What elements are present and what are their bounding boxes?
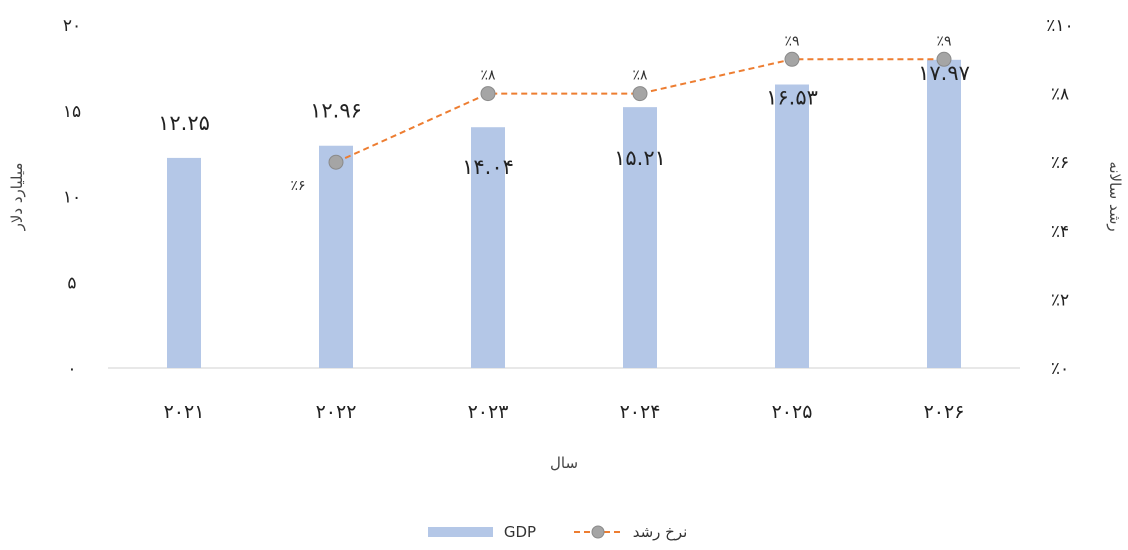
gdp-bar (775, 84, 809, 368)
gdp-bar (167, 157, 201, 368)
y-tick-label: ۵ (67, 273, 76, 293)
growth-label: ٪۸ (480, 68, 496, 84)
growth-line (335, 58, 944, 164)
x-tick-label: ۲۰۲۱ (164, 401, 205, 423)
y2-tick-label: ٪۶ (1051, 153, 1069, 173)
legend-growth-label: نرخ رشد (633, 523, 688, 541)
x-axis-title: سال (550, 454, 578, 472)
gdp-bar-label: ۱۲.۲۵ (158, 111, 210, 135)
gdp-bar-label: ۱۲.۹۶ (310, 99, 362, 123)
y2-tick-label: ٪۱۰ (1046, 16, 1073, 36)
x-tick-label: ۲۰۲۴ (620, 401, 661, 423)
gdp-bar (623, 107, 657, 368)
growth-label: ٪۹ (784, 33, 799, 49)
y2-tick-label: ٪۰ (1051, 359, 1069, 379)
gdp-bar (927, 59, 961, 368)
y2-tick-label: ٪۴ (1051, 222, 1069, 242)
growth-point (480, 86, 496, 102)
gdp-bar-label: ۱۴.۰۴ (462, 155, 514, 179)
y-tick-label: ۱۵ (63, 102, 81, 122)
y-tick-label: ۱۰ (63, 188, 81, 208)
growth-point (328, 154, 344, 170)
x-tick-label: ۲۰۲۵ (772, 401, 813, 423)
y2-axis-title: رشد سالانه (1106, 161, 1124, 231)
gdp-bar-label: ۱۵.۲۱ (614, 146, 666, 170)
x-tick-label: ۲۰۲۲ (316, 401, 357, 423)
y-tick-label: ۲۰ (63, 16, 81, 36)
growth-label: ٪۸ (632, 68, 648, 84)
y2-tick-label: ٪۲ (1051, 290, 1069, 310)
gdp-bar (319, 145, 353, 368)
y-axis-title: میلیارد دلار (8, 163, 26, 232)
growth-label: ٪۶ (290, 178, 305, 194)
y-tick-label: ۰ (67, 359, 76, 379)
growth-point (936, 51, 952, 67)
legend-gdp-swatch (428, 527, 493, 537)
x-tick-label: ۲۰۲۶ (924, 401, 965, 423)
growth-point (784, 51, 800, 67)
legend-gdp-label: GDP (504, 523, 536, 541)
gdp-bar-label: ۱۶.۵۳ (766, 86, 818, 110)
growth-label: ٪۹ (936, 33, 951, 49)
growth-point (632, 86, 648, 102)
legend-growth-marker (591, 525, 605, 539)
gdp-bar (471, 127, 505, 369)
y2-tick-label: ٪۸ (1051, 85, 1069, 105)
x-tick-label: ۲۰۲۳ (468, 401, 509, 423)
